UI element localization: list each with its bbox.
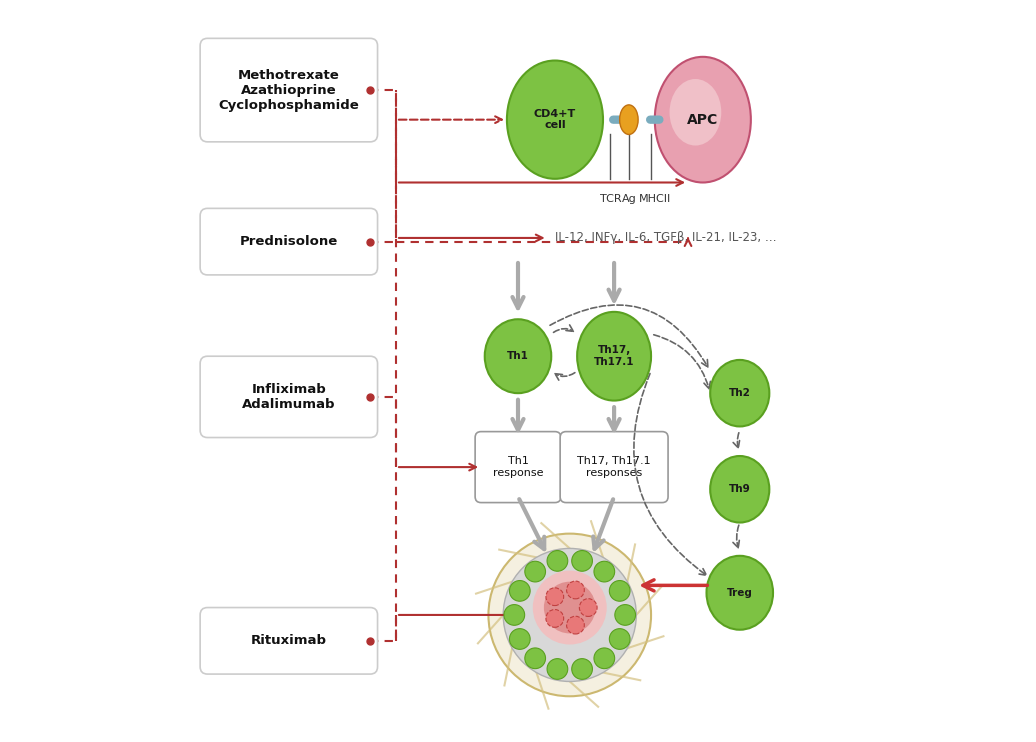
- Ellipse shape: [711, 360, 770, 427]
- Ellipse shape: [544, 582, 596, 634]
- Text: IL-12, INFγ, IL-6, TGFβ, IL-21, IL-23, …: IL-12, INFγ, IL-6, TGFβ, IL-21, IL-23, …: [555, 232, 777, 244]
- Text: Th17, Th17.1
responses: Th17, Th17.1 responses: [577, 456, 651, 478]
- Ellipse shape: [711, 456, 770, 522]
- Circle shape: [525, 648, 546, 669]
- Text: Th9: Th9: [729, 485, 751, 494]
- Text: TCR: TCR: [600, 194, 622, 203]
- Circle shape: [567, 581, 584, 599]
- Circle shape: [525, 561, 546, 582]
- Circle shape: [614, 605, 635, 626]
- Text: Th1
response: Th1 response: [493, 456, 543, 478]
- FancyBboxPatch shape: [200, 39, 377, 142]
- Circle shape: [510, 580, 530, 601]
- Circle shape: [546, 609, 564, 627]
- Text: APC: APC: [687, 113, 718, 127]
- Ellipse shape: [620, 105, 638, 134]
- Ellipse shape: [507, 61, 603, 179]
- Circle shape: [510, 628, 530, 649]
- Text: Methotrexate
Azathioprine
Cyclophosphamide: Methotrexate Azathioprine Cyclophosphami…: [219, 68, 359, 111]
- Circle shape: [567, 617, 584, 634]
- Ellipse shape: [707, 556, 773, 630]
- Text: Ag: Ag: [622, 194, 636, 203]
- Text: Rituximab: Rituximab: [251, 634, 326, 647]
- Text: MHCII: MHCII: [638, 194, 671, 203]
- Circle shape: [572, 659, 593, 680]
- Circle shape: [579, 599, 597, 617]
- FancyBboxPatch shape: [560, 432, 668, 502]
- Ellipse shape: [485, 319, 551, 393]
- Circle shape: [609, 628, 630, 649]
- Circle shape: [503, 605, 524, 626]
- FancyBboxPatch shape: [200, 209, 377, 275]
- Ellipse shape: [503, 548, 636, 681]
- FancyBboxPatch shape: [200, 608, 377, 674]
- Circle shape: [594, 648, 614, 669]
- Text: Treg: Treg: [727, 588, 753, 598]
- Circle shape: [547, 659, 568, 680]
- Ellipse shape: [669, 79, 721, 145]
- Ellipse shape: [655, 57, 751, 183]
- Ellipse shape: [577, 312, 651, 401]
- Circle shape: [546, 588, 564, 605]
- Ellipse shape: [533, 571, 607, 645]
- FancyBboxPatch shape: [476, 432, 560, 502]
- Text: Th17,
Th17.1: Th17, Th17.1: [594, 346, 634, 367]
- Circle shape: [572, 551, 593, 571]
- Circle shape: [594, 561, 614, 582]
- Circle shape: [609, 580, 630, 601]
- Text: Th1: Th1: [507, 351, 529, 361]
- FancyBboxPatch shape: [200, 356, 377, 438]
- Ellipse shape: [488, 533, 651, 696]
- Text: Th2: Th2: [729, 388, 751, 398]
- Circle shape: [547, 551, 568, 571]
- Text: CD4+T
cell: CD4+T cell: [534, 109, 576, 131]
- Text: Infliximab
Adalimumab: Infliximab Adalimumab: [242, 383, 336, 411]
- Text: Prednisolone: Prednisolone: [239, 235, 338, 248]
